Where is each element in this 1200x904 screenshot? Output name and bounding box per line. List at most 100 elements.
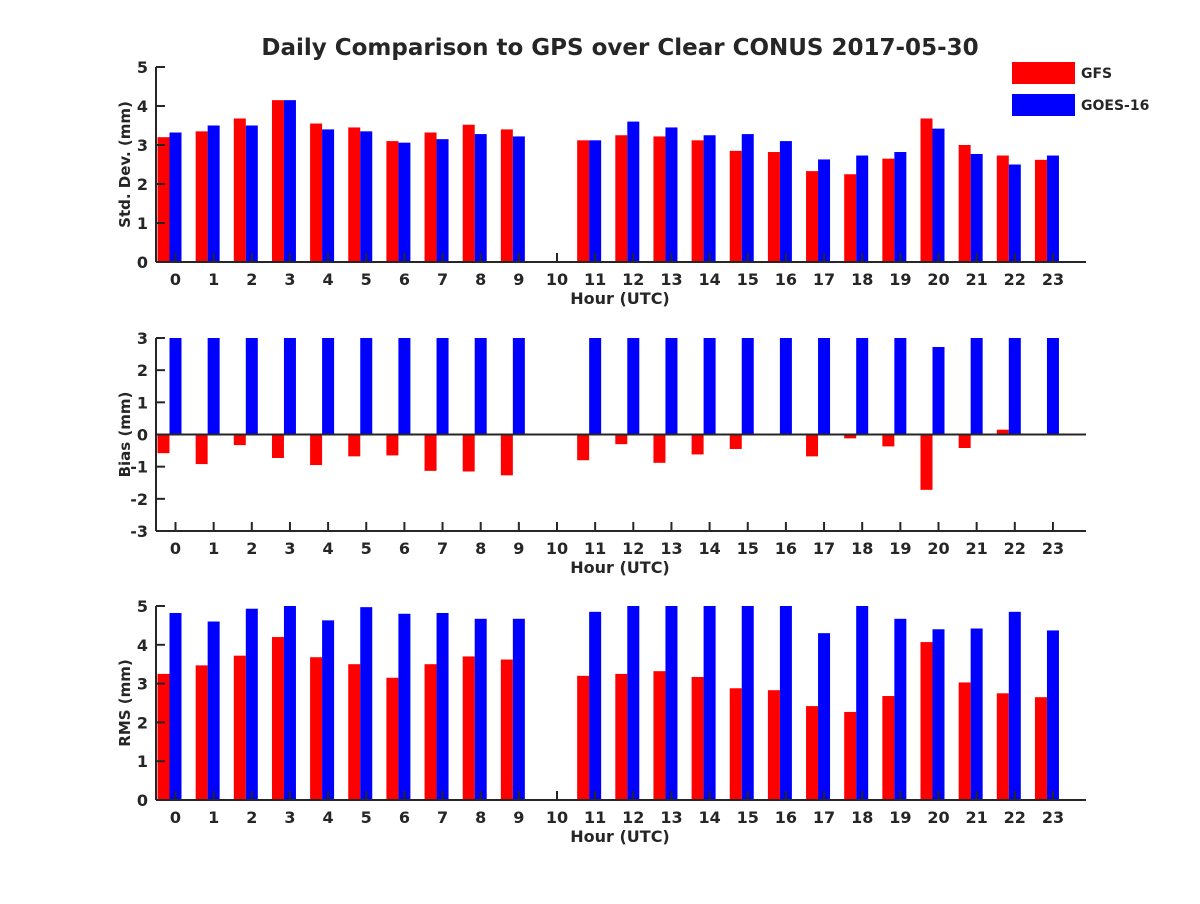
x-tick-label-bias-8: 8 (475, 539, 486, 558)
bar-rms-goes16-18 (856, 606, 869, 800)
x-tick-label-stddev-0: 0 (170, 270, 181, 289)
bar-rms-gfs-11 (577, 675, 590, 800)
x-tick-label-rms-7: 7 (437, 808, 448, 827)
bar-bias-gfs-20 (920, 434, 933, 490)
bar-bias-gfs-8 (462, 434, 475, 472)
bar-stddev-gfs-19 (882, 158, 895, 262)
x-tick-label-stddev-10: 10 (546, 270, 568, 289)
x-tick-label-bias-20: 20 (927, 539, 949, 558)
x-tick-label-rms-5: 5 (361, 808, 372, 827)
x-tick-label-rms-8: 8 (475, 808, 486, 827)
x-tick-label-rms-23: 23 (1042, 808, 1064, 827)
bar-stddev-gfs-0 (157, 137, 170, 262)
x-tick-label-rms-16: 16 (775, 808, 797, 827)
bar-bias-gfs-11 (577, 434, 590, 461)
bar-stddev-goes16-16 (779, 141, 792, 262)
x-tick-label-rms-22: 22 (1004, 808, 1026, 827)
y-tick-label-rms-1: 1 (137, 752, 148, 771)
x-tick-label-rms-1: 1 (208, 808, 219, 827)
bar-stddev-goes16-23 (1046, 155, 1059, 262)
bar-rms-goes16-5 (360, 607, 373, 800)
y-tick-label-stddev-4: 4 (137, 97, 148, 116)
bar-bias-goes16-1 (207, 338, 220, 435)
x-tick-label-rms-10: 10 (546, 808, 568, 827)
x-tick-label-rms-14: 14 (698, 808, 720, 827)
y-tick-label-rms-0: 0 (137, 791, 148, 810)
bar-stddev-goes16-3 (283, 100, 296, 263)
x-axis-label-bias: Hour (UTC) (570, 558, 670, 577)
bar-bias-gfs-14 (691, 434, 704, 455)
x-tick-label-stddev-12: 12 (622, 270, 644, 289)
bar-bias-goes16-16 (779, 338, 792, 435)
bar-rms-goes16-11 (589, 611, 602, 800)
bar-rms-goes16-8 (474, 618, 487, 800)
x-tick-label-bias-13: 13 (660, 539, 682, 558)
bar-stddev-gfs-21 (958, 145, 971, 262)
x-tick-label-rms-4: 4 (323, 808, 334, 827)
bar-rms-goes16-19 (894, 618, 907, 800)
y-tick-label-bias--2: -2 (130, 490, 148, 509)
x-tick-label-stddev-20: 20 (927, 270, 949, 289)
bar-bias-goes16-9 (512, 338, 525, 435)
bar-bias-goes16-6 (398, 338, 411, 435)
bar-stddev-gfs-7 (424, 132, 437, 262)
bar-stddev-goes16-5 (360, 131, 373, 262)
bar-bias-gfs-3 (271, 434, 284, 458)
y-tick-label-stddev-0: 0 (137, 253, 148, 272)
bar-bias-goes16-0 (169, 338, 182, 435)
x-tick-label-stddev-13: 13 (660, 270, 682, 289)
x-axis-label-rms: Hour (UTC) (570, 827, 670, 846)
bar-rms-gfs-12 (615, 673, 628, 800)
x-tick-label-rms-13: 13 (660, 808, 682, 827)
bar-rms-goes16-9 (512, 618, 525, 800)
x-tick-label-bias-10: 10 (546, 539, 568, 558)
bar-bias-goes16-11 (589, 338, 602, 435)
bar-rms-gfs-2 (233, 655, 246, 800)
bar-rms-goes16-20 (932, 629, 945, 800)
bar-stddev-goes16-18 (856, 155, 869, 262)
y-tick-label-rms-2: 2 (137, 713, 148, 732)
bar-stddev-goes16-2 (245, 125, 258, 262)
bar-stddev-gfs-12 (615, 135, 628, 262)
bar-bias-gfs-2 (233, 434, 246, 446)
x-tick-label-rms-2: 2 (246, 808, 257, 827)
bar-stddev-gfs-16 (767, 152, 780, 262)
x-tick-label-rms-11: 11 (584, 808, 606, 827)
bar-stddev-gfs-4 (310, 123, 323, 262)
y-tick-label-stddev-2: 2 (137, 175, 148, 194)
chart-title: Daily Comparison to GPS over Clear CONUS… (261, 35, 978, 61)
bar-bias-goes16-12 (627, 338, 640, 435)
x-tick-label-bias-0: 0 (170, 539, 181, 558)
x-tick-label-stddev-15: 15 (737, 270, 759, 289)
bar-stddev-gfs-3 (271, 100, 284, 263)
x-tick-label-stddev-23: 23 (1042, 270, 1064, 289)
x-tick-label-bias-21: 21 (966, 539, 988, 558)
bar-stddev-goes16-20 (932, 128, 945, 262)
bar-bias-gfs-9 (500, 434, 513, 476)
bar-rms-goes16-15 (741, 606, 754, 800)
bar-rms-gfs-9 (500, 659, 513, 800)
bar-bias-gfs-21 (958, 434, 971, 449)
x-tick-label-bias-2: 2 (246, 539, 257, 558)
y-axis-label-bias: Bias (mm) (116, 392, 134, 478)
bar-rms-goes16-7 (436, 612, 449, 800)
x-tick-label-bias-3: 3 (284, 539, 295, 558)
bar-stddev-gfs-13 (653, 136, 666, 262)
bar-rms-gfs-17 (806, 706, 819, 800)
bar-rms-gfs-8 (462, 656, 475, 800)
x-tick-label-stddev-21: 21 (966, 270, 988, 289)
bar-rms-gfs-3 (271, 637, 284, 800)
bar-rms-gfs-23 (1034, 697, 1047, 800)
y-tick-label-bias-0: 0 (137, 426, 148, 445)
bar-bias-goes16-7 (436, 338, 449, 435)
bar-stddev-goes16-9 (512, 136, 525, 262)
bar-bias-goes16-14 (703, 338, 716, 435)
y-tick-label-stddev-5: 5 (137, 58, 148, 77)
bar-rms-goes16-16 (779, 606, 792, 800)
bar-rms-gfs-15 (729, 688, 742, 800)
x-tick-label-rms-19: 19 (889, 808, 911, 827)
bar-bias-goes16-13 (665, 338, 678, 435)
bar-bias-gfs-19 (882, 434, 895, 447)
